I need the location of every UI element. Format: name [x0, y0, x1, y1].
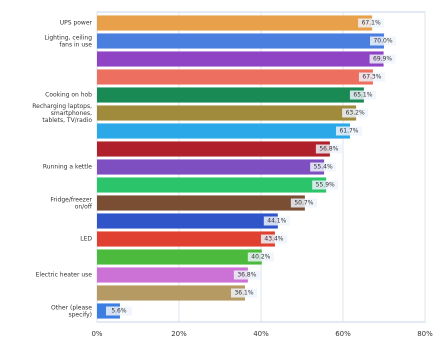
- value-label-box: [370, 36, 396, 46]
- y-tick-label: Cooking on hob: [45, 92, 92, 99]
- value-label: 63.2%: [346, 110, 365, 117]
- value-label: 40.2%: [251, 254, 270, 261]
- value-label: 69.9%: [373, 56, 392, 63]
- bar: [97, 87, 364, 103]
- value-label: 61.7%: [339, 128, 358, 135]
- x-tick-label: 60%: [335, 330, 351, 338]
- y-tick-label: Other (please specify): [51, 304, 92, 318]
- value-label-box: [358, 72, 385, 82]
- bar: [97, 195, 305, 211]
- value-label-box: [335, 126, 362, 136]
- value-label: 67.3%: [362, 74, 381, 81]
- value-label-box: [233, 270, 260, 280]
- value-label-box: [260, 234, 287, 244]
- bar: [97, 141, 330, 157]
- bar: [97, 105, 357, 121]
- value-label: 55.9%: [316, 182, 335, 189]
- y-tick-label: Lighting, ceiling fans in use: [44, 34, 92, 48]
- value-label-box: [231, 288, 258, 298]
- value-label-box: [247, 252, 274, 262]
- value-label-box: [358, 18, 385, 28]
- y-tick-label: UPS power: [60, 20, 93, 27]
- value-label: 5.6%: [111, 308, 127, 315]
- bar: [97, 159, 325, 175]
- bar: [97, 267, 248, 283]
- bar: [97, 213, 278, 229]
- bar: [97, 285, 246, 301]
- value-label: 55.4%: [314, 164, 333, 171]
- bar: [97, 231, 275, 247]
- value-label-box: [312, 180, 339, 190]
- value-label-box: [105, 306, 132, 316]
- value-label-box: [290, 198, 317, 208]
- bar: [97, 33, 384, 49]
- y-tick-label: Electric heater use: [36, 272, 93, 279]
- x-tick-label: 80%: [417, 330, 433, 338]
- value-label: 67.1%: [362, 20, 381, 27]
- value-label-box: [349, 90, 376, 100]
- value-label-box: [263, 216, 290, 226]
- value-label: 56.8%: [319, 146, 338, 153]
- value-label: 43.4%: [264, 236, 283, 243]
- value-label: 36.1%: [234, 290, 253, 297]
- bar: [97, 51, 384, 67]
- value-label-box: [315, 144, 342, 154]
- y-tick-label: Running a kettle: [43, 164, 92, 171]
- bar: [97, 177, 327, 193]
- value-label: 36.8%: [237, 272, 256, 279]
- y-tick-label: LED: [80, 236, 92, 243]
- value-label-box: [369, 54, 396, 64]
- y-tick-label: Fridge/freezer on/off: [50, 196, 92, 210]
- bar: [97, 69, 373, 85]
- value-label: 50.7%: [294, 200, 313, 207]
- bar: [97, 15, 373, 31]
- value-label-box: [342, 108, 369, 118]
- x-tick-label: 0%: [91, 330, 102, 338]
- bar: [97, 249, 262, 265]
- value-label: 44.1%: [267, 218, 286, 225]
- value-label: 70.0%: [373, 38, 392, 45]
- value-label-box: [310, 162, 337, 172]
- value-label: 65.1%: [353, 92, 372, 99]
- y-tick-label: Recharging laptops, smartphones, tablets, …: [32, 103, 92, 124]
- x-tick-label: 20%: [171, 330, 187, 338]
- bar: [97, 123, 350, 139]
- x-tick-label: 40%: [253, 330, 269, 338]
